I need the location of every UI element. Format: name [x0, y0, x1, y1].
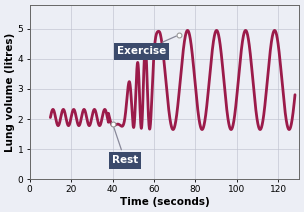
X-axis label: Time (seconds): Time (seconds)	[119, 197, 209, 207]
Text: Rest: Rest	[112, 126, 138, 166]
Y-axis label: Lung volume (litres): Lung volume (litres)	[5, 32, 15, 152]
Text: Exercise: Exercise	[117, 36, 176, 56]
